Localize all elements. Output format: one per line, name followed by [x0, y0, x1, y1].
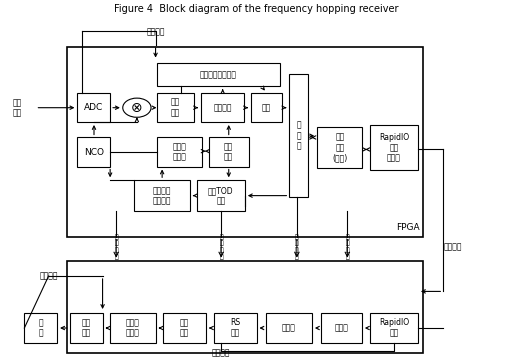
- Bar: [370, 126, 418, 170]
- Text: RapidIO
接口
控制器: RapidIO 接口 控制器: [379, 133, 409, 163]
- Text: 控制信号: 控制信号: [146, 27, 165, 36]
- Text: 中频输出: 中频输出: [443, 242, 462, 252]
- Text: 跳频码序
列发生器: 跳频码序 列发生器: [153, 186, 171, 205]
- Bar: [134, 180, 190, 211]
- Bar: [251, 93, 282, 122]
- Bar: [156, 63, 280, 86]
- Text: 提取TOD
信息: 提取TOD 信息: [208, 186, 234, 205]
- Bar: [110, 313, 155, 343]
- Text: 基带解调: 基带解调: [213, 103, 232, 112]
- Bar: [209, 138, 249, 167]
- Bar: [67, 261, 423, 353]
- Bar: [77, 93, 110, 122]
- Text: RS
译码: RS 译码: [230, 318, 240, 338]
- Text: 解交织: 解交织: [282, 324, 295, 333]
- Bar: [24, 313, 57, 343]
- Text: 数据
拆包: 数据 拆包: [180, 318, 189, 338]
- Bar: [197, 180, 245, 211]
- Bar: [156, 138, 202, 167]
- Text: 低通
滤波: 低通 滤波: [171, 98, 180, 117]
- Text: 终
端: 终 端: [38, 318, 43, 338]
- Text: ADC: ADC: [84, 103, 104, 112]
- Text: 中
断
信
号: 中 断 信 号: [114, 234, 118, 260]
- Bar: [289, 74, 308, 197]
- Text: 数
据
总
线: 数 据 总 线: [295, 234, 299, 260]
- Text: 控制信号: 控制信号: [40, 272, 58, 281]
- Text: ⊗: ⊗: [131, 101, 143, 115]
- Bar: [163, 313, 206, 343]
- Text: 速率
匹配
(中频): 速率 匹配 (中频): [332, 133, 347, 163]
- Text: 地
址
总
线: 地 址 总 线: [345, 234, 349, 260]
- Text: NCO: NCO: [84, 147, 104, 157]
- Text: 帧检测: 帧检测: [334, 324, 348, 333]
- Text: 信道估计干扰抑制: 信道估计干扰抑制: [200, 70, 237, 79]
- Text: FPGA: FPGA: [396, 222, 420, 232]
- Text: 跳频同
步维持: 跳频同 步维持: [172, 142, 186, 162]
- Text: 速率匹
配基带: 速率匹 配基带: [126, 318, 140, 338]
- Text: 解扩: 解扩: [262, 103, 271, 112]
- Bar: [201, 93, 244, 122]
- Bar: [321, 313, 362, 343]
- Bar: [266, 313, 312, 343]
- Bar: [67, 47, 423, 237]
- Bar: [156, 93, 194, 122]
- Text: 存
储
器: 存 储 器: [297, 121, 301, 151]
- Text: 中频
输入: 中频 输入: [12, 98, 22, 118]
- Bar: [370, 313, 418, 343]
- Bar: [77, 138, 110, 167]
- Text: RapidIO
端口: RapidIO 端口: [379, 318, 409, 338]
- Text: 中
断
信
号: 中 断 信 号: [219, 234, 223, 260]
- Bar: [317, 127, 363, 168]
- Text: 同步信息: 同步信息: [212, 348, 230, 357]
- Text: 接收
控制: 接收 控制: [224, 142, 233, 162]
- Circle shape: [123, 98, 151, 117]
- Bar: [70, 313, 103, 343]
- Title: Figure 4  Block diagram of the frequency hopping receiver: Figure 4 Block diagram of the frequency …: [114, 4, 399, 14]
- Bar: [213, 313, 256, 343]
- Text: 数据
信号: 数据 信号: [82, 318, 91, 338]
